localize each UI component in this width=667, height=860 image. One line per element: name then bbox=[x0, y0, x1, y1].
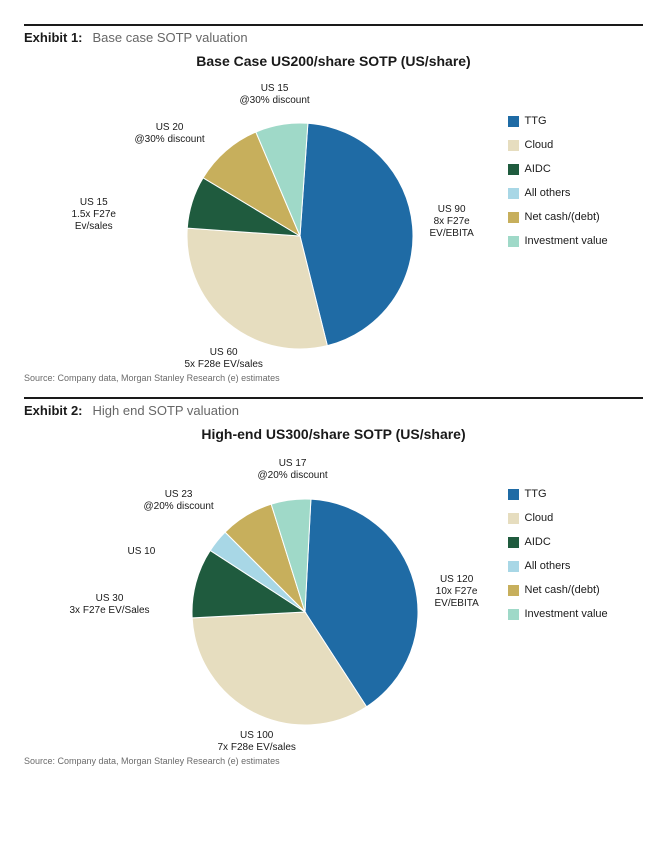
legend-label: All others bbox=[525, 560, 571, 572]
exhibit-2-legend: TTG Cloud AIDC All others Net cash/(debt) Inv… bbox=[508, 488, 628, 620]
exhibit-2-header: Exhibit 2: High end SOTP valuation bbox=[24, 397, 643, 418]
legend-item: TTG bbox=[508, 488, 628, 500]
legend-item: AIDC bbox=[508, 163, 628, 175]
legend-swatch bbox=[508, 489, 519, 500]
exhibit-2: Exhibit 2: High end SOTP valuation High-… bbox=[24, 397, 643, 766]
legend-item: All others bbox=[508, 187, 628, 199]
pie-slice-label: US 151.5x F27eEv/sales bbox=[72, 197, 116, 233]
pie-slice-label: US 12010x F27eEV/EBITA bbox=[435, 574, 479, 610]
legend-label: Investment value bbox=[525, 608, 608, 620]
pie-slice-label: US 20@30% discount bbox=[135, 122, 205, 146]
legend-swatch bbox=[508, 188, 519, 199]
legend-swatch bbox=[508, 164, 519, 175]
exhibit-1-chart-title: Base Case US200/share SOTP (US/share) bbox=[24, 53, 643, 69]
legend-label: Net cash/(debt) bbox=[525, 211, 600, 223]
exhibit-2-pie-chart: US 12010x F27eEV/EBITA US 1007x F28e EV/s… bbox=[40, 444, 500, 754]
legend-swatch bbox=[508, 116, 519, 127]
exhibit-2-source: Source: Company data, Morgan Stanley Res… bbox=[24, 756, 643, 766]
legend-item: Investment value bbox=[508, 608, 628, 620]
legend-label: Net cash/(debt) bbox=[525, 584, 600, 596]
legend-label: Cloud bbox=[525, 139, 554, 151]
exhibit-1-number: Exhibit 1: bbox=[24, 30, 83, 45]
legend-swatch bbox=[508, 513, 519, 524]
legend-label: AIDC bbox=[525, 163, 551, 175]
legend-item: TTG bbox=[508, 115, 628, 127]
exhibit-1-header: Exhibit 1: Base case SOTP valuation bbox=[24, 24, 643, 45]
pie-slice-label: US 605x F28e EV/sales bbox=[185, 347, 263, 371]
pie-slice-label: US 1007x F28e EV/sales bbox=[218, 730, 296, 754]
exhibit-2-number: Exhibit 2: bbox=[24, 403, 83, 418]
exhibit-1-legend: TTG Cloud AIDC All others Net cash/(debt) Inv… bbox=[508, 115, 628, 247]
legend-item: AIDC bbox=[508, 536, 628, 548]
legend-swatch bbox=[508, 140, 519, 151]
exhibit-1-source: Source: Company data, Morgan Stanley Res… bbox=[24, 373, 643, 383]
legend-item: Net cash/(debt) bbox=[508, 584, 628, 596]
legend-item: All others bbox=[508, 560, 628, 572]
legend-label: Investment value bbox=[525, 235, 608, 247]
exhibit-2-chart-title: High-end US300/share SOTP (US/share) bbox=[24, 426, 643, 442]
legend-swatch bbox=[508, 609, 519, 620]
legend-swatch bbox=[508, 537, 519, 548]
pie-slice-label: US 303x F27e EV/Sales bbox=[70, 593, 150, 617]
legend-label: All others bbox=[525, 187, 571, 199]
pie-slice-label: US 10 bbox=[128, 546, 156, 558]
exhibit-1: Exhibit 1: Base case SOTP valuation Base… bbox=[24, 24, 643, 383]
legend-swatch bbox=[508, 561, 519, 572]
pie-slice-label: US 17@20% discount bbox=[258, 458, 328, 482]
pie-slice-label: US 15@30% discount bbox=[240, 83, 310, 107]
pie-slice-label: US 23@20% discount bbox=[144, 489, 214, 513]
legend-item: Net cash/(debt) bbox=[508, 211, 628, 223]
exhibit-2-title: High end SOTP valuation bbox=[93, 403, 239, 418]
legend-swatch bbox=[508, 212, 519, 223]
legend-label: TTG bbox=[525, 115, 547, 127]
legend-swatch bbox=[508, 585, 519, 596]
exhibit-2-chart-row: US 12010x F27eEV/EBITA US 1007x F28e EV/s… bbox=[24, 444, 643, 754]
exhibit-1-title: Base case SOTP valuation bbox=[93, 30, 248, 45]
legend-swatch bbox=[508, 236, 519, 247]
exhibit-1-pie-chart: US 908x F27eEV/EBITA US 605x F28e EV/sale… bbox=[40, 71, 500, 371]
legend-item: Investment value bbox=[508, 235, 628, 247]
pie-slice-label: US 908x F27eEV/EBITA bbox=[430, 204, 474, 240]
exhibit-1-chart-row: US 908x F27eEV/EBITA US 605x F28e EV/sale… bbox=[24, 71, 643, 371]
legend-item: Cloud bbox=[508, 512, 628, 524]
legend-label: AIDC bbox=[525, 536, 551, 548]
page: Exhibit 1: Base case SOTP valuation Base… bbox=[0, 0, 667, 860]
legend-item: Cloud bbox=[508, 139, 628, 151]
legend-label: TTG bbox=[525, 488, 547, 500]
legend-label: Cloud bbox=[525, 512, 554, 524]
